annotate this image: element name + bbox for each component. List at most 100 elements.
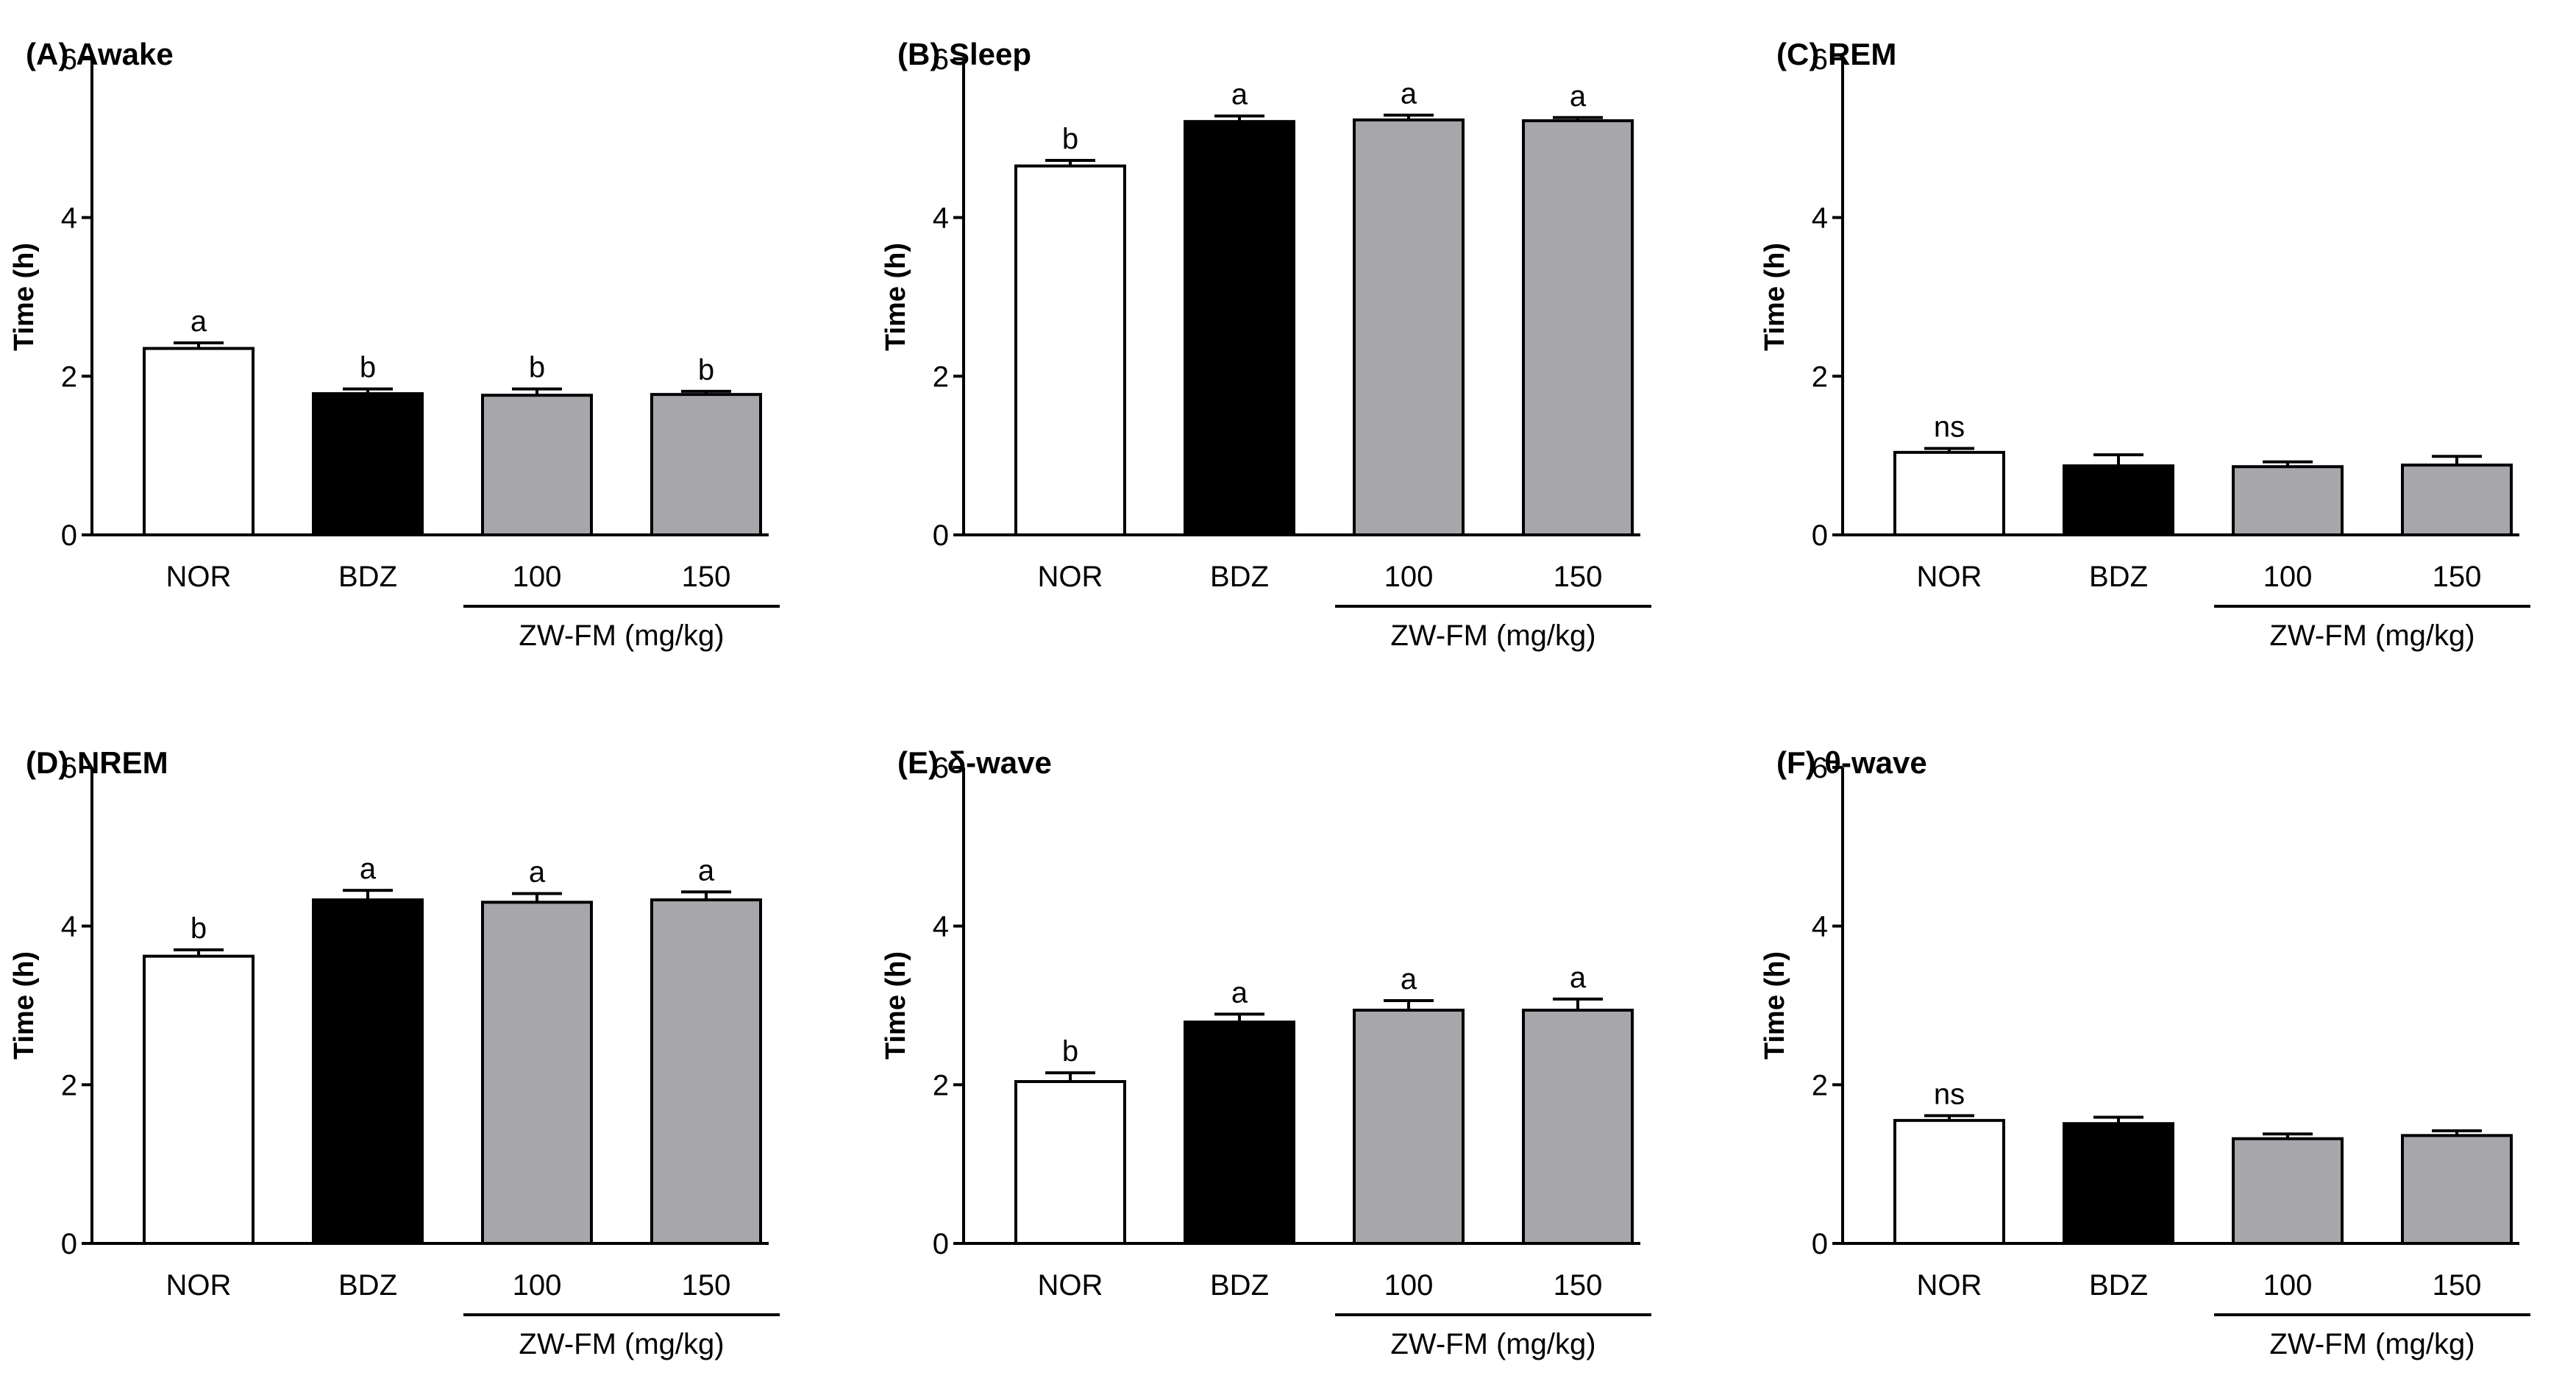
bar-0 xyxy=(143,347,255,537)
panel-f: (F) θ-wave Time (h) 0 2 4 6 ns NOR BDZ 100 150 ZW-F… xyxy=(1760,745,2530,1360)
group-label: ZW-FM (mg/kg) xyxy=(1390,620,1595,652)
bar-2 xyxy=(481,394,593,536)
x-tick-label: NOR xyxy=(1917,561,1982,593)
x-tick-label: NOR xyxy=(1917,1269,1982,1302)
y-tick-label: 6 xyxy=(1812,752,1828,784)
bar-2 xyxy=(1353,118,1465,536)
bar-0 xyxy=(1893,1118,2005,1245)
x-tick-label: 100 xyxy=(513,561,562,593)
significance-label: a xyxy=(191,305,207,338)
bar-1 xyxy=(2063,464,2174,536)
y-tick-label: 0 xyxy=(933,1228,949,1260)
group-label: ZW-FM (mg/kg) xyxy=(2269,620,2474,652)
y-tick-label: 6 xyxy=(1812,43,1828,76)
y-tick-label: 0 xyxy=(1812,1228,1828,1260)
y-tick-label: 2 xyxy=(1812,361,1828,393)
x-tick-label: 150 xyxy=(1554,1269,1603,1302)
significance-label: a xyxy=(1231,976,1248,1009)
group-label: ZW-FM (mg/kg) xyxy=(519,1328,724,1360)
bar-0 xyxy=(1014,164,1126,536)
panel-title: (E) δ-wave xyxy=(897,745,1052,780)
x-tick-label: 100 xyxy=(2263,561,2313,593)
panel-a: (A) Awake Time (h) 0 2 4 6 a NOR b BDZ b 100 b 150 ZW-… xyxy=(9,37,780,652)
x-tick-label: NOR xyxy=(166,561,232,593)
y-axis-label: Time (h) xyxy=(1760,243,1790,351)
x-tick-label: BDZ xyxy=(1210,561,1269,593)
significance-label: ns xyxy=(1934,1078,1965,1110)
panel-c: (C) REM Time (h) 0 2 4 6 ns NOR BDZ 100 150 ZW-FM (… xyxy=(1760,37,2530,652)
panel-title: (F) θ-wave xyxy=(1776,745,1927,780)
x-tick-label: BDZ xyxy=(338,561,397,593)
bar-2 xyxy=(1353,1008,1465,1245)
x-tick-label: NOR xyxy=(1038,561,1103,593)
group-label: ZW-FM (mg/kg) xyxy=(2269,1328,2474,1360)
significance-label: b xyxy=(1062,1035,1078,1068)
y-tick-label: 2 xyxy=(933,1069,949,1101)
panel-title: (C) REM xyxy=(1776,37,1896,71)
significance-label: a xyxy=(1401,78,1417,110)
significance-label: a xyxy=(1570,80,1587,113)
significance-label: ns xyxy=(1934,411,1965,443)
significance-label: b xyxy=(360,352,376,384)
y-tick-label: 4 xyxy=(61,202,77,235)
y-tick-label: 0 xyxy=(1812,519,1828,552)
bar-0 xyxy=(1893,450,2005,536)
y-tick-label: 4 xyxy=(933,911,949,943)
y-tick-label: 2 xyxy=(61,361,77,393)
y-axis-label: Time (h) xyxy=(9,243,40,351)
x-tick-label: NOR xyxy=(1038,1269,1103,1302)
bar-3 xyxy=(1522,1008,1634,1245)
significance-label: a xyxy=(529,856,546,888)
bar-3 xyxy=(650,898,762,1245)
y-axis-label: Time (h) xyxy=(1760,951,1790,1059)
y-tick-label: 0 xyxy=(61,1228,77,1260)
y-tick-label: 6 xyxy=(61,752,77,784)
x-tick-label: 100 xyxy=(1384,1269,1434,1302)
y-tick-label: 0 xyxy=(61,519,77,552)
panel-title: (A) Awake xyxy=(26,37,174,71)
y-axis-label: Time (h) xyxy=(9,951,40,1059)
y-axis-label: Time (h) xyxy=(880,243,911,351)
x-tick-label: 150 xyxy=(2433,561,2482,593)
bar-2 xyxy=(2232,1137,2344,1246)
bar-1 xyxy=(2063,1122,2174,1245)
x-tick-label: BDZ xyxy=(338,1269,397,1302)
bar-3 xyxy=(2401,464,2513,537)
panel-d: (D) NREM Time (h) 0 2 4 6 b NOR a BDZ a 100 a 150 ZW-F… xyxy=(9,745,780,1360)
group-label: ZW-FM (mg/kg) xyxy=(519,620,724,652)
x-tick-label: 150 xyxy=(2433,1269,2482,1302)
significance-label: a xyxy=(698,854,715,887)
y-tick-label: 2 xyxy=(61,1069,77,1101)
bar-1 xyxy=(1184,120,1295,536)
bar-3 xyxy=(1522,119,1634,537)
y-tick-label: 2 xyxy=(933,361,949,393)
y-tick-label: 6 xyxy=(933,752,949,784)
bar-1 xyxy=(1184,1020,1295,1246)
x-tick-label: BDZ xyxy=(2089,1269,2148,1302)
y-tick-label: 6 xyxy=(933,43,949,76)
bar-2 xyxy=(2232,465,2344,536)
bar-3 xyxy=(2401,1134,2513,1246)
significance-label: b xyxy=(698,354,714,386)
y-tick-label: 4 xyxy=(1812,202,1828,235)
x-tick-label: BDZ xyxy=(2089,561,2148,593)
bar-3 xyxy=(650,393,762,537)
bar-1 xyxy=(312,898,424,1245)
significance-label: a xyxy=(1231,79,1248,111)
x-tick-label: 100 xyxy=(2263,1269,2313,1302)
x-tick-label: 150 xyxy=(682,561,731,593)
x-tick-label: 100 xyxy=(513,1269,562,1302)
group-label: ZW-FM (mg/kg) xyxy=(1390,1328,1595,1360)
significance-label: a xyxy=(360,853,377,885)
significance-label: a xyxy=(1570,962,1587,994)
x-tick-label: NOR xyxy=(166,1269,232,1302)
y-tick-label: 4 xyxy=(933,202,949,235)
x-tick-label: 100 xyxy=(1384,561,1434,593)
y-tick-label: 2 xyxy=(1812,1069,1828,1101)
bar-1 xyxy=(312,392,424,536)
significance-label: a xyxy=(1401,963,1417,995)
significance-label: b xyxy=(529,352,545,384)
significance-label: b xyxy=(1062,123,1078,155)
